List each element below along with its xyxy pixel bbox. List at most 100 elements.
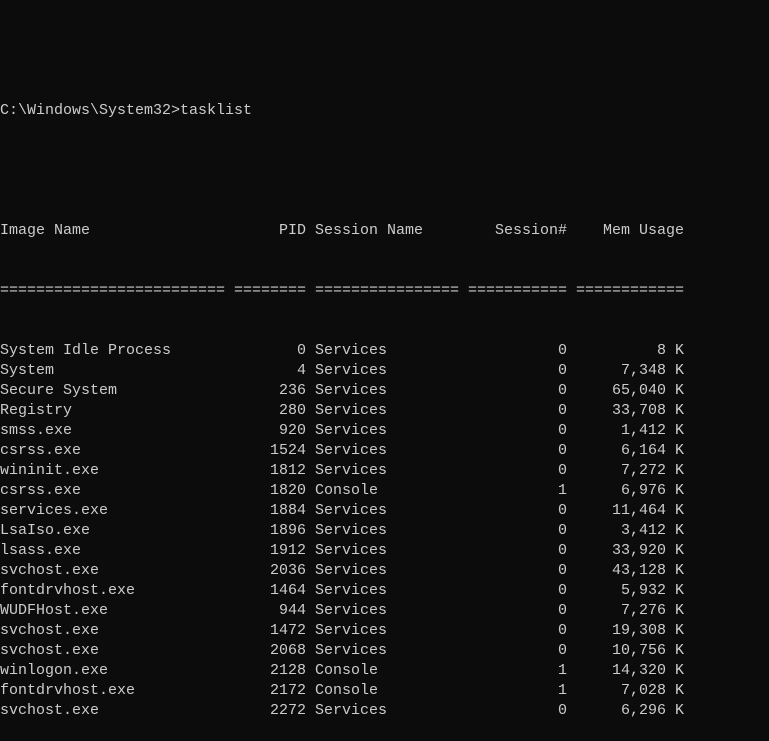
image-name: fontdrvhost.exe [0,682,136,699]
table-row: fontdrvhost.exe 2172 Console 1 7,028 K [0,681,684,701]
mem-usage-header: Mem Usage [602,222,684,239]
mem-usage: 19,308 K [611,622,684,639]
table-header: Image Name PID Session Name Session# Mem Usa… [0,221,684,241]
table-row: svchost.exe 2036 Services 0 43,128 K [0,561,684,581]
session-number: 0 [557,542,567,559]
prompt: C:\Windows\System32> [0,102,181,119]
pid: 0 [296,342,306,359]
session-name: Console [315,482,379,499]
mem-usage: 7,276 K [620,602,684,619]
session-number: 0 [557,362,567,379]
session-number: 1 [557,662,567,679]
image-name: fontdrvhost.exe [0,582,136,599]
session-name: Services [315,702,388,719]
image-name: Secure System [0,382,118,399]
session-number: 0 [557,462,567,479]
session-name: Services [315,442,388,459]
pid: 1896 [269,522,306,539]
session-name: Services [315,582,388,599]
session-number: 0 [557,342,567,359]
pid: 4 [296,362,306,379]
session-number: 0 [557,622,567,639]
pid: 1472 [269,622,306,639]
table-row: Registry 280 Services 0 33,708 K [0,401,684,421]
command-line: C:\Windows\System32>tasklist [0,101,684,121]
image-name: WUDFHost.exe [0,602,109,619]
image-name: services.exe [0,502,109,519]
mem-usage: 6,164 K [620,442,684,459]
pid: 2036 [269,562,306,579]
pid: 1820 [269,482,306,499]
image-name: svchost.exe [0,642,100,659]
session-name: Console [315,662,379,679]
pid: 920 [278,422,306,439]
session-number: 0 [557,502,567,519]
mem-usage: 10,756 K [611,642,684,659]
blank-line [0,161,684,181]
pid: 2068 [269,642,306,659]
session-name: Services [315,422,388,439]
session-number: 0 [557,562,567,579]
mem-usage: 1,412 K [620,422,684,439]
mem-usage: 7,348 K [620,362,684,379]
mem-usage: 3,412 K [620,522,684,539]
table-row: smss.exe 920 Services 0 1,412 K [0,421,684,441]
table-row: System Idle Process 0 Services 0 8 K [0,341,684,361]
image-name: wininit.exe [0,462,100,479]
mem-usage: 33,708 K [611,402,684,419]
pid: 1912 [269,542,306,559]
pid: 1884 [269,502,306,519]
session-number: 0 [557,522,567,539]
mem-usage: 7,272 K [620,462,684,479]
session-name: Services [315,522,388,539]
session-name: Services [315,542,388,559]
console-window[interactable]: C:\Windows\System32>tasklist Image Name P… [0,1,684,741]
session-name: Services [315,622,388,639]
image-name: lsass.exe [0,542,82,559]
image-name: System [0,362,55,379]
pid: 1812 [269,462,306,479]
session-number-header: Session# [494,222,567,239]
session-number: 0 [557,382,567,399]
session-number: 0 [557,402,567,419]
image-name-separator: ========================= [0,282,226,299]
image-name: Registry [0,402,73,419]
table-row: svchost.exe 2068 Services 0 10,756 K [0,641,684,661]
table-row: Secure System 236 Services 0 65,040 K [0,381,684,401]
image-name: csrss.exe [0,482,82,499]
session-name-separator: ================ [315,282,460,299]
table-row: winlogon.exe 2128 Console 1 14,320 K [0,661,684,681]
image-name: csrss.exe [0,442,82,459]
mem-usage: 14,320 K [611,662,684,679]
session-number-separator: =========== [468,282,568,299]
session-number: 0 [557,642,567,659]
pid: 280 [278,402,306,419]
session-name: Services [315,362,388,379]
session-name: Services [315,602,388,619]
table-row: lsass.exe 1912 Services 0 33,920 K [0,541,684,561]
mem-usage: 33,920 K [611,542,684,559]
image-name: LsaIso.exe [0,522,91,539]
table-row: System 4 Services 0 7,348 K [0,361,684,381]
pid-header: PID [278,222,306,239]
session-number: 0 [557,582,567,599]
image-name: winlogon.exe [0,662,109,679]
process-list: System Idle Process 0 Services 0 8 K System 4 S… [0,341,684,721]
session-name-header: Session Name [315,222,424,239]
table-separator: ========================= ======== =======… [0,281,684,301]
session-number: 1 [557,682,567,699]
image-name: svchost.exe [0,622,100,639]
mem-usage: 65,040 K [611,382,684,399]
image-name: svchost.exe [0,702,100,719]
session-name: Console [315,682,379,699]
pid: 2272 [269,702,306,719]
table-row: wininit.exe 1812 Services 0 7,272 K [0,461,684,481]
pid: 944 [278,602,306,619]
image-name: System Idle Process [0,342,172,359]
table-row: WUDFHost.exe 944 Services 0 7,276 K [0,601,684,621]
session-name: Services [315,502,388,519]
session-number: 0 [557,442,567,459]
session-name: Services [315,402,388,419]
pid: 2172 [269,682,306,699]
session-number: 0 [557,702,567,719]
